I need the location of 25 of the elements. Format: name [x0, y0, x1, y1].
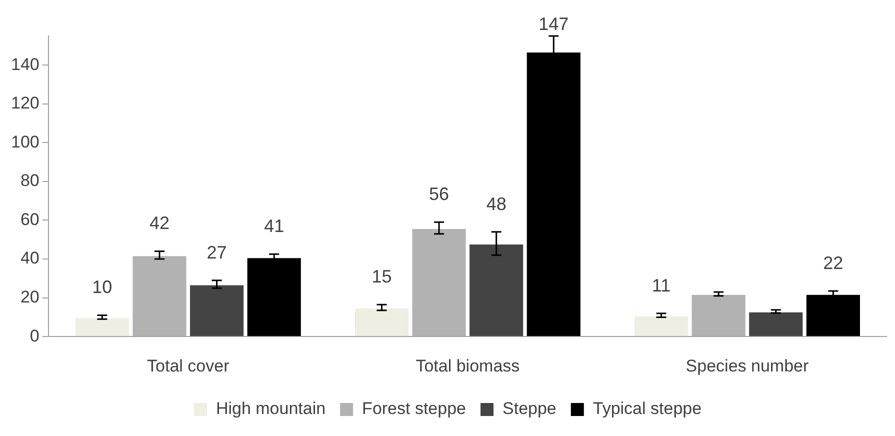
data-label: 27 — [206, 242, 227, 262]
y-tick-label: 60 — [20, 210, 40, 229]
x-tick-label: Total biomass — [416, 356, 520, 376]
data-label: 56 — [429, 184, 450, 204]
y-tick-label: 20 — [20, 288, 40, 306]
data-label: 48 — [486, 194, 506, 214]
x-tick-label: Total cover — [147, 356, 230, 376]
data-label: 15 — [372, 266, 392, 287]
data-label: 42 — [149, 213, 170, 234]
data-label: 147 — [538, 14, 569, 34]
legend-label: Steppe — [502, 399, 556, 418]
y-tick-label: 140 — [10, 54, 40, 74]
y-tick-label: 100 — [10, 132, 40, 152]
data-label: 10 — [92, 277, 112, 298]
legend-label: High mountain — [216, 399, 326, 418]
legend-label: Forest steppe — [362, 399, 466, 418]
y-tick-label: 80 — [20, 171, 40, 190]
y-tick-label: 120 — [10, 94, 40, 113]
data-label: 11 — [652, 275, 671, 296]
y-tick-label: 40 — [20, 248, 40, 268]
data-label: 41 — [264, 216, 284, 236]
legend-label: Typical steppe — [592, 399, 702, 418]
x-tick-label: Species number — [686, 356, 809, 376]
y-tick-label: 0 — [30, 326, 40, 346]
data-label: 22 — [823, 252, 844, 273]
